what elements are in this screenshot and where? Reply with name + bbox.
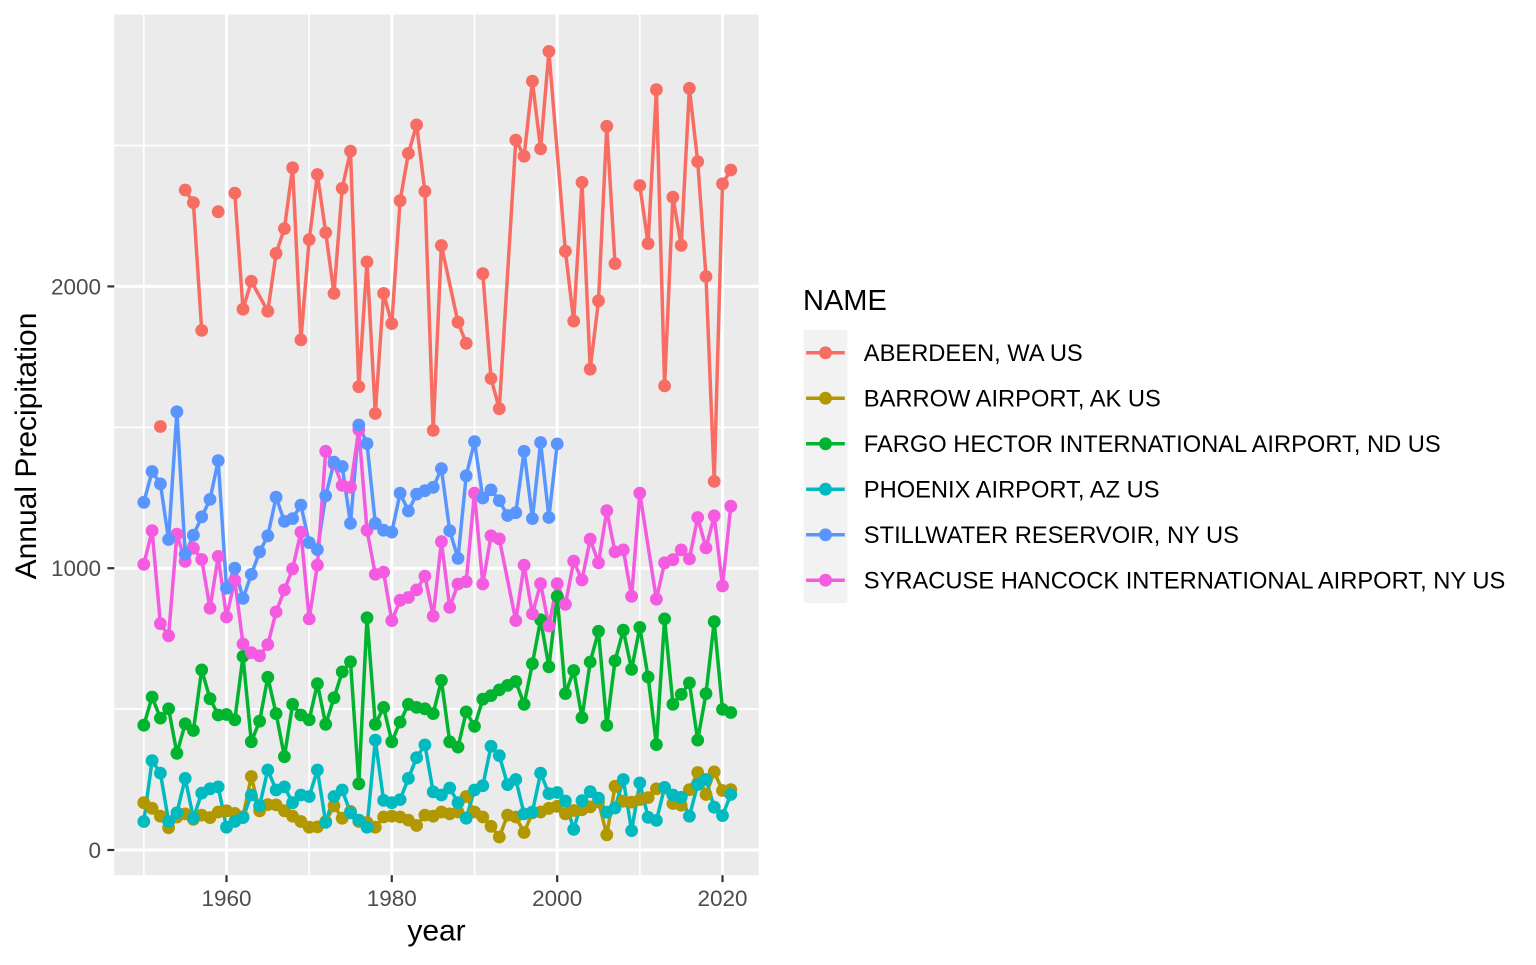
svg-text:2000: 2000: [532, 886, 582, 911]
svg-text:2000: 2000: [51, 274, 101, 299]
svg-text:STILLWATER RESERVOIR, NY US: STILLWATER RESERVOIR, NY US: [864, 523, 1239, 549]
svg-text:year: year: [407, 915, 465, 948]
svg-text:0: 0: [88, 838, 101, 863]
svg-text:2020: 2020: [697, 886, 747, 911]
svg-text:BARROW AIRPORT, AK US: BARROW AIRPORT, AK US: [864, 386, 1161, 412]
svg-text:1960: 1960: [201, 886, 251, 911]
svg-text:1000: 1000: [51, 556, 101, 581]
svg-text:PHOENIX AIRPORT, AZ US: PHOENIX AIRPORT, AZ US: [864, 477, 1160, 503]
svg-text:Annual Precipitation: Annual Precipitation: [10, 313, 43, 580]
svg-text:1980: 1980: [367, 886, 417, 911]
svg-text:ABERDEEN, WA US: ABERDEEN, WA US: [864, 341, 1083, 367]
svg-text:SYRACUSE HANCOCK INTERNATIONAL: SYRACUSE HANCOCK INTERNATIONAL AIRPORT, …: [864, 569, 1505, 595]
svg-text:FARGO HECTOR INTERNATIONAL AIR: FARGO HECTOR INTERNATIONAL AIRPORT, ND U…: [864, 432, 1441, 458]
svg-text:NAME: NAME: [803, 285, 887, 317]
